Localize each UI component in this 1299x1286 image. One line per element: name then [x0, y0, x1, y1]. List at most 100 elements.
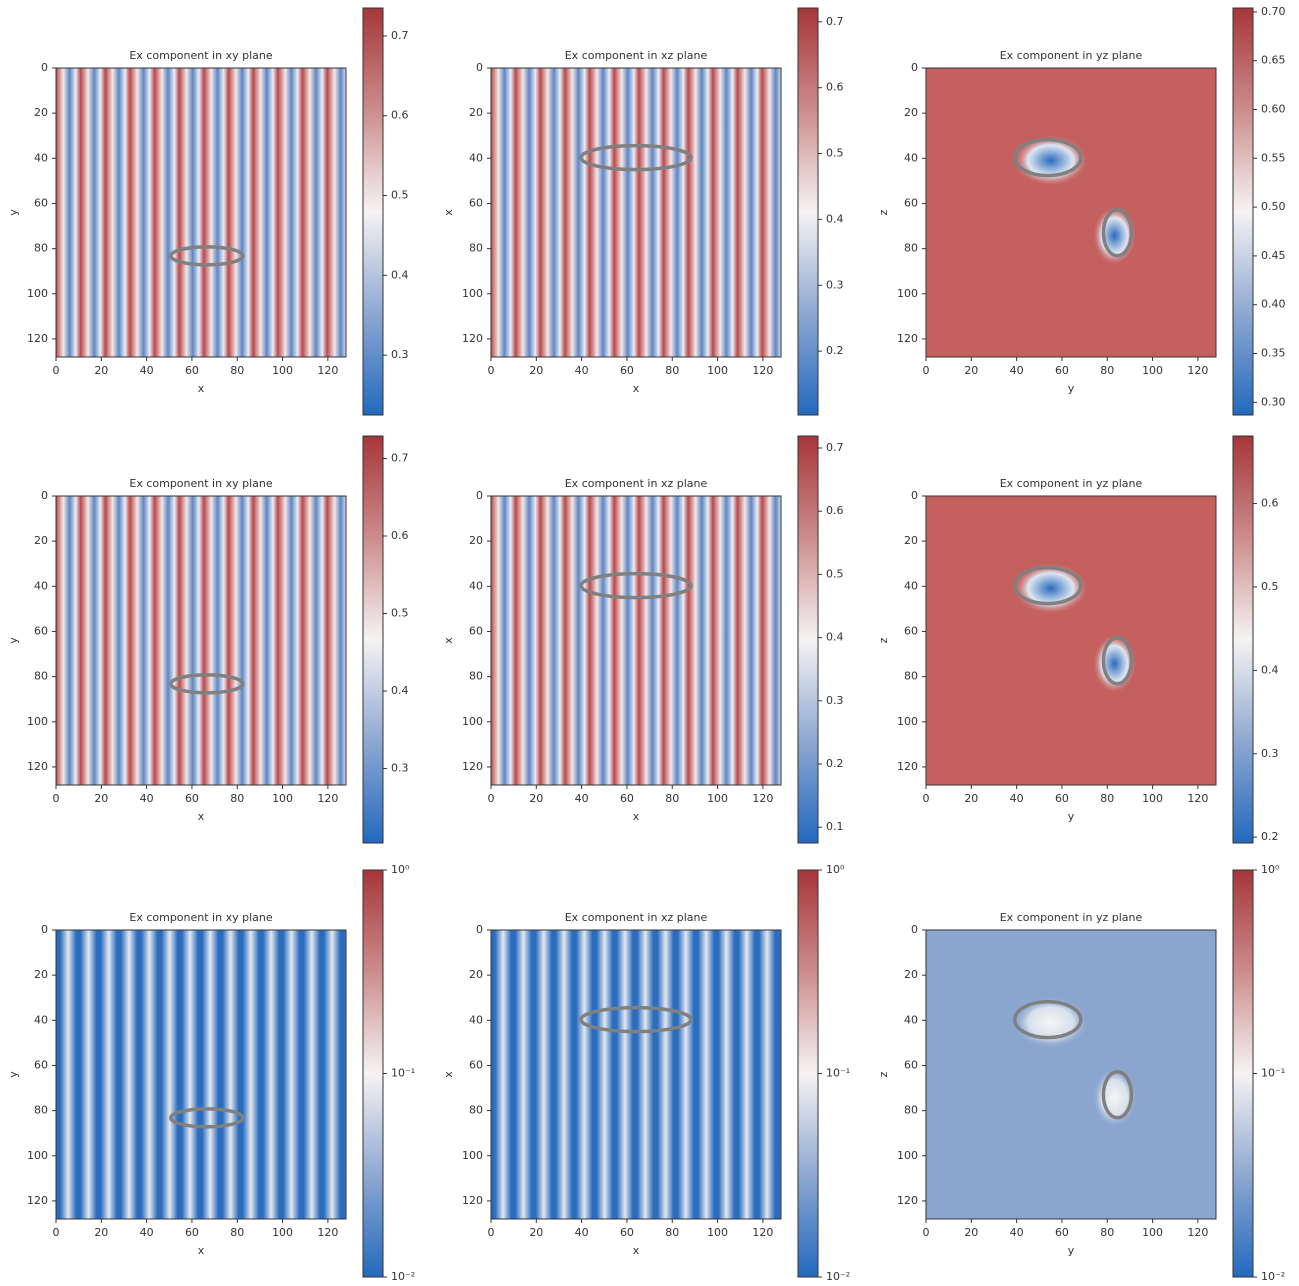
colorbar-tick-label: 0.3: [391, 762, 409, 775]
colorbar-tick-label: 10⁻²: [826, 1270, 850, 1283]
x-tick-label: 20: [94, 1226, 108, 1239]
x-axis-label: y: [1068, 810, 1075, 823]
y-tick-label: 120: [27, 760, 48, 773]
y-tick-label: 20: [469, 968, 483, 981]
y-tick-label: 40: [904, 579, 918, 592]
y-tick-label: 80: [469, 242, 483, 255]
y-tick-label: 100: [462, 1149, 483, 1162]
colorbar-tick-label: 10⁻¹: [391, 1067, 415, 1080]
y-tick-label: 40: [34, 151, 48, 164]
x-axis-label: y: [1068, 1244, 1075, 1257]
x-tick-label: 0: [53, 792, 60, 805]
colorbar-tick-label: 10⁰: [391, 863, 410, 876]
x-tick-label: 0: [488, 364, 495, 377]
y-tick-label: 100: [27, 715, 48, 728]
colorbar-tick-label: 10⁻²: [1261, 1270, 1285, 1283]
x-tick-label: 40: [140, 1226, 154, 1239]
heatmap-field: [926, 930, 1216, 1219]
y-tick-label: 60: [469, 1058, 483, 1071]
figure: Ex component in xy plane x y 0 20 40 60 80 100 12…: [0, 0, 1299, 1286]
heatmap-field: [56, 930, 346, 1219]
y-tick-label: 120: [462, 332, 483, 345]
y-tick-label: 20: [34, 968, 48, 981]
x-tick-label: 60: [185, 364, 199, 377]
x-tick-label: 0: [488, 792, 495, 805]
heatmap-field: [926, 68, 1216, 357]
x-tick-label: 100: [1142, 792, 1163, 805]
x-tick-label: 100: [1142, 364, 1163, 377]
colorbar-tick-label: 0.30: [1261, 395, 1286, 408]
colorbar-tick-label: 0.40: [1261, 298, 1286, 311]
x-tick-label: 60: [620, 364, 634, 377]
colorbar-tick-label: 0.70: [1261, 5, 1286, 18]
y-tick-label: 80: [34, 1104, 48, 1117]
y-tick-label: 60: [904, 624, 918, 637]
y-tick-label: 20: [904, 106, 918, 119]
y-axis-label: y: [7, 209, 20, 216]
y-tick-label: 120: [27, 332, 48, 345]
colorbar-tick-label: 0.2: [826, 344, 844, 357]
x-axis-label: x: [198, 810, 205, 823]
y-axis-label: x: [442, 637, 455, 644]
y-tick-label: 40: [904, 151, 918, 164]
colorbar-tick-label: 0.5: [391, 607, 409, 620]
y-axis-label: z: [877, 1071, 890, 1077]
x-tick-label: 60: [620, 1226, 634, 1239]
colorbar-tick-label: 0.4: [391, 684, 409, 697]
x-tick-label: 100: [707, 1226, 728, 1239]
y-tick-label: 20: [34, 106, 48, 119]
y-tick-label: 100: [897, 715, 918, 728]
y-tick-label: 20: [904, 968, 918, 981]
x-tick-label: 40: [575, 364, 589, 377]
x-tick-label: 0: [923, 1226, 930, 1239]
colorbar-tick-label: 0.60: [1261, 103, 1286, 116]
y-axis-label: x: [442, 1071, 455, 1078]
x-tick-label: 120: [752, 364, 773, 377]
y-axis-label: z: [877, 209, 890, 215]
colorbar: [798, 870, 818, 1277]
x-axis-label: x: [633, 382, 640, 395]
y-tick-label: 120: [897, 332, 918, 345]
colorbar-tick-label: 0.7: [826, 441, 844, 454]
y-tick-label: 100: [462, 287, 483, 300]
x-tick-label: 40: [140, 364, 154, 377]
x-axis-label: x: [633, 810, 640, 823]
x-tick-label: 80: [230, 1226, 244, 1239]
y-tick-label: 80: [34, 242, 48, 255]
y-tick-label: 0: [911, 923, 918, 936]
x-tick-label: 40: [1010, 1226, 1024, 1239]
x-tick-label: 100: [707, 364, 728, 377]
x-tick-label: 60: [1055, 1226, 1069, 1239]
x-tick-label: 120: [752, 1226, 773, 1239]
x-tick-label: 20: [964, 1226, 978, 1239]
axes-title: Ex component in xy plane: [129, 911, 272, 924]
y-tick-label: 40: [469, 1013, 483, 1026]
colorbar-tick-label: 0.4: [391, 268, 409, 281]
y-tick-label: 40: [469, 151, 483, 164]
x-tick-label: 20: [529, 364, 543, 377]
axes-title: Ex component in yz plane: [1000, 477, 1143, 490]
y-tick-label: 20: [469, 534, 483, 547]
colorbar-tick-label: 0.45: [1261, 249, 1286, 262]
y-tick-label: 40: [904, 1013, 918, 1026]
x-tick-label: 20: [964, 364, 978, 377]
x-tick-label: 20: [964, 792, 978, 805]
y-tick-label: 60: [34, 624, 48, 637]
x-tick-label: 120: [317, 364, 338, 377]
heatmap-field: [491, 930, 781, 1219]
x-tick-label: 40: [1010, 364, 1024, 377]
x-tick-label: 80: [230, 364, 244, 377]
y-tick-label: 0: [41, 923, 48, 936]
x-tick-label: 60: [185, 1226, 199, 1239]
heatmap-blob: [1013, 562, 1089, 614]
x-tick-label: 20: [94, 364, 108, 377]
y-tick-label: 0: [41, 489, 48, 502]
axes-title: Ex component in xz plane: [565, 477, 708, 490]
x-tick-label: 120: [317, 1226, 338, 1239]
y-tick-label: 60: [469, 624, 483, 637]
colorbar-tick-label: 10⁰: [1261, 863, 1280, 876]
y-tick-label: 120: [462, 760, 483, 773]
y-axis-label: x: [442, 209, 455, 216]
x-tick-label: 120: [752, 792, 773, 805]
colorbar-tick-label: 0.6: [391, 109, 409, 122]
